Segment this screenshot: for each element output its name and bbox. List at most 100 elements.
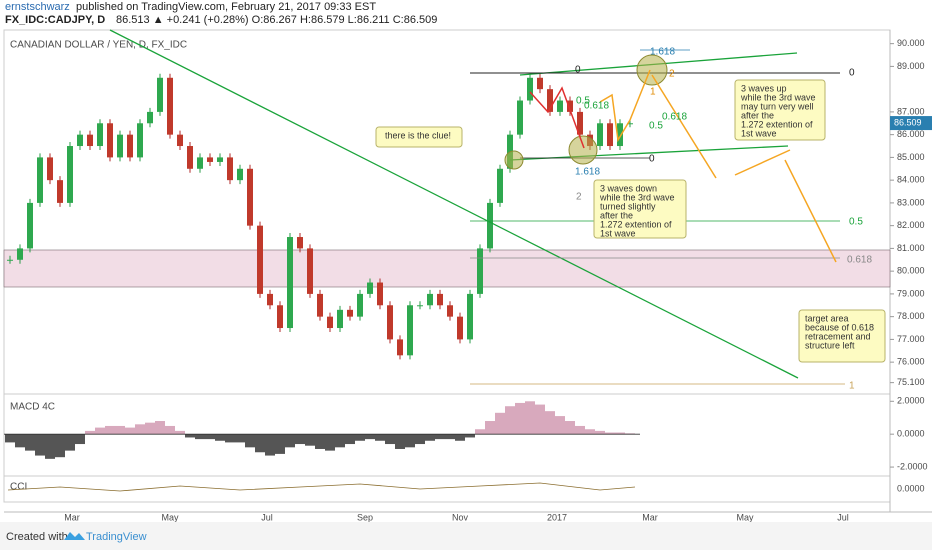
y-tick-label: 85.000 [897,152,925,162]
candle [237,168,243,181]
candle [567,100,573,112]
callout-text: 1.272 extention of [741,119,813,129]
candle [177,134,183,147]
candle [307,248,313,294]
candle [97,123,103,147]
y-tick-label: 78.000 [897,311,925,321]
macd-bar [55,434,65,458]
macd-bar [445,434,455,440]
macd-bar [225,434,235,443]
macd-bar [265,434,275,456]
macd-bar [95,427,105,435]
callout-text: while the 3rd wave [599,192,675,202]
fib-label: 0.618 [847,255,872,266]
macd-bar [385,434,395,445]
candle [27,202,33,249]
callout-text: 1.272 extention of [600,219,672,229]
arrow [784,159,837,263]
x-tick-label: Jul [837,512,849,522]
chart-title: CANADIAN DOLLAR / YEN, D, FX_IDC [10,40,187,51]
macd-bar [405,434,415,448]
footer-brand[interactable]: TradingView [86,531,147,543]
candle [537,77,543,90]
candle [427,293,433,306]
macd-bar [585,429,595,435]
y-tick-label: 75.100 [897,377,925,387]
candle [277,305,283,329]
fib-label: 1 [849,381,855,392]
candle [517,100,523,135]
macd-bar [555,416,565,435]
candle [217,157,223,162]
candle [407,305,413,356]
candle [17,248,23,260]
callout-box [798,309,886,363]
callout-text: retracement and [805,331,871,341]
candle [7,259,13,261]
candle [77,134,83,147]
macd-bar [345,434,355,445]
candle [247,168,253,226]
support-zone [3,249,891,288]
wave [599,69,651,143]
macd-bar [5,434,15,443]
macd-tick-label: -2.0000 [897,461,928,471]
macd-bar [175,430,185,435]
x-tick-label: May [736,512,754,522]
last-price-tag [890,116,932,131]
fib-label: 2 [669,69,675,80]
candle [527,77,533,101]
fib-label: 0.618 [662,112,687,123]
macd-bar [415,434,425,445]
callout-box [593,179,687,239]
x-tick-label: Sep [357,512,373,522]
callout-box [734,79,826,141]
candle [197,157,203,169]
candle [37,157,43,203]
arrow [651,74,717,179]
y-tick-label: 80.000 [897,266,925,276]
candle [377,282,383,306]
macd-bar [255,434,265,453]
callout-text: after the [600,210,633,220]
macd-bar [35,434,45,456]
macd-bar [495,412,505,435]
candle [107,123,113,158]
fib-label: 1.618 [575,167,600,178]
x-tick-label: Mar [642,512,658,522]
macd-bar [505,406,515,435]
fib-label: 1 [650,87,656,98]
fib-label: 2 [576,192,582,203]
callout-text: turned slightly [600,201,656,211]
fib-label: 0 [649,154,655,165]
candle [597,123,603,147]
symbol: FX_IDC:CADJPY, D [5,14,105,26]
candle [157,77,163,112]
logo [64,532,85,540]
highlight [636,54,668,86]
y-tick-label: 87.000 [897,106,925,116]
candle [457,316,463,340]
macd-bar [245,434,255,448]
author[interactable]: ernstschwarz [5,1,70,13]
candle [617,123,623,147]
macd-bar [275,434,285,454]
y-tick-label: 89.000 [897,61,925,71]
callout-text: may turn very well [741,101,814,111]
macd-title: MACD 4C [10,402,55,413]
candle [357,293,363,317]
macd-bar [535,404,545,435]
candle [117,134,123,158]
x-tick-label: May [161,512,179,522]
macd-bar [565,421,575,435]
candle [137,123,143,158]
macd-bar [475,429,485,435]
macd-bar [465,434,475,438]
candle [547,89,553,112]
callout-text: because of 0.618 [805,322,874,332]
candle [57,180,63,203]
macd-bar [215,434,225,441]
x-tick-label: 2017 [547,512,567,522]
fib-label: 0 [849,68,855,79]
